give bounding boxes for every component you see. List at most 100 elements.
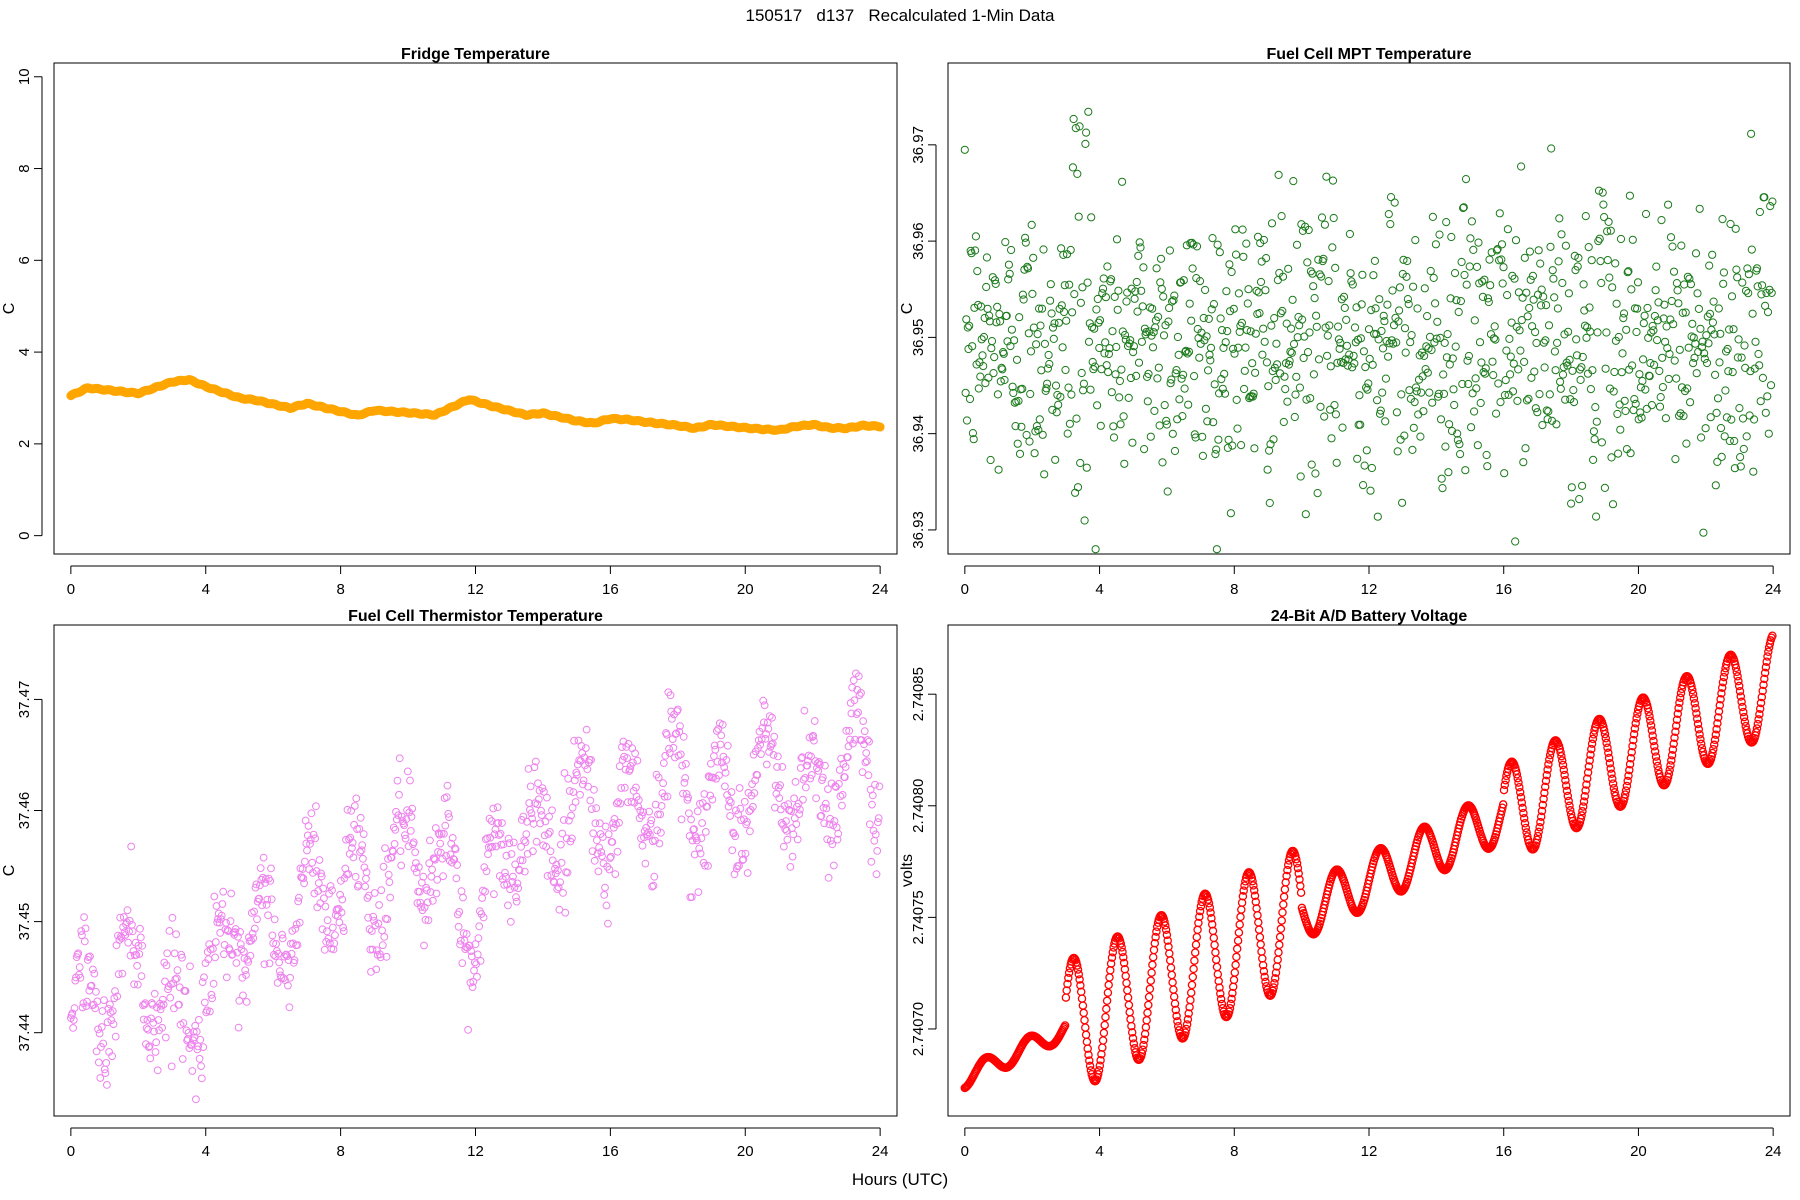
- data-point: [1194, 918, 1203, 928]
- data-point: [1143, 1008, 1152, 1018]
- data-point: [1259, 967, 1269, 976]
- data-point: [1755, 709, 1764, 719]
- data-point: [540, 787, 548, 796]
- data-point: [228, 951, 236, 959]
- data-point: [242, 998, 251, 1006]
- data-point: [403, 767, 412, 776]
- data-point: [1739, 707, 1748, 717]
- data-point: [211, 938, 220, 946]
- data-point: [1066, 245, 1075, 255]
- data-marks: [960, 631, 1777, 1093]
- data-point: [799, 775, 808, 784]
- data-point: [431, 855, 439, 864]
- data-point: [1039, 245, 1048, 254]
- data-point: [1690, 699, 1700, 708]
- data-point: [1741, 286, 1751, 295]
- data-point: [1459, 203, 1468, 213]
- data-point: [1688, 685, 1697, 695]
- data-point: [1093, 401, 1102, 410]
- data-point: [1732, 265, 1741, 274]
- data-point: [1496, 398, 1505, 407]
- data-point: [1238, 225, 1247, 234]
- data-point: [379, 862, 388, 871]
- data-point: [1173, 332, 1183, 342]
- plot-frame: [947, 624, 1791, 1117]
- y-tick-label: 4: [16, 348, 33, 356]
- data-point: [1226, 999, 1236, 1009]
- data-point: [74, 949, 83, 958]
- data-point: [546, 847, 555, 856]
- data-point: [1715, 701, 1725, 710]
- data-point: [1541, 336, 1550, 345]
- data-point: [1214, 435, 1223, 444]
- data-point: [1768, 197, 1777, 206]
- data-point: [1422, 342, 1431, 351]
- data-point: [665, 744, 673, 753]
- data-point: [197, 1074, 206, 1083]
- data-point: [329, 945, 338, 954]
- data-point: [323, 916, 332, 925]
- data-point: [1529, 295, 1538, 304]
- data-point: [1744, 270, 1754, 279]
- data-point: [1072, 961, 1082, 970]
- data-point: [1275, 932, 1285, 942]
- data-point: [1386, 220, 1395, 229]
- data-point: [207, 990, 216, 999]
- data-point: [1746, 367, 1755, 376]
- data-point: [1727, 415, 1736, 424]
- data-point: [1601, 734, 1611, 743]
- data-point: [1642, 404, 1651, 413]
- data-point: [479, 913, 488, 922]
- data-point: [1289, 177, 1298, 186]
- data-point: [654, 773, 663, 782]
- data-point: [573, 771, 581, 779]
- data-point: [1075, 122, 1084, 131]
- data-point: [1299, 353, 1308, 363]
- data-point: [200, 998, 209, 1007]
- data-point: [95, 1029, 104, 1038]
- data-point: [424, 916, 433, 925]
- data-point: [870, 836, 879, 845]
- data-point: [1122, 297, 1131, 306]
- data-point: [1677, 241, 1686, 250]
- y-tick-label: 37.46: [16, 792, 33, 830]
- data-point: [1728, 368, 1737, 377]
- data-point: [1680, 280, 1689, 289]
- data-point: [554, 883, 563, 892]
- data-point: [1631, 719, 1640, 728]
- data-point: [1328, 243, 1337, 252]
- data-point: [1029, 323, 1039, 332]
- data-point: [395, 754, 404, 763]
- data-point: [1658, 383, 1668, 392]
- data-point: [1494, 379, 1503, 388]
- data-point: [111, 1032, 120, 1041]
- data-point: [801, 783, 810, 792]
- data-point: [362, 874, 370, 883]
- data-point: [538, 784, 547, 792]
- data-point: [643, 832, 652, 841]
- data-point: [1115, 376, 1125, 386]
- data-point: [1019, 295, 1028, 304]
- data-point: [1328, 176, 1338, 185]
- data-point: [1255, 309, 1264, 318]
- data-point: [423, 886, 431, 895]
- data-point: [1144, 369, 1153, 378]
- data-point: [976, 372, 985, 381]
- data-point: [1696, 735, 1705, 744]
- data-point: [1284, 360, 1294, 369]
- data-point: [601, 822, 610, 831]
- data-point: [1229, 304, 1238, 313]
- data-point: [984, 373, 993, 382]
- chart-title: Fuel Cell Thermistor Temperature: [348, 608, 603, 625]
- data-point: [1312, 311, 1321, 320]
- data-point: [1716, 424, 1726, 433]
- data-point: [1145, 984, 1155, 994]
- data-point: [1367, 463, 1377, 473]
- data-point: [145, 1042, 154, 1051]
- data-point: [1508, 387, 1518, 396]
- data-point: [780, 801, 789, 810]
- data-point: [1719, 672, 1729, 682]
- data-point: [753, 771, 762, 779]
- data-point: [1018, 384, 1027, 393]
- data-point: [1587, 744, 1596, 754]
